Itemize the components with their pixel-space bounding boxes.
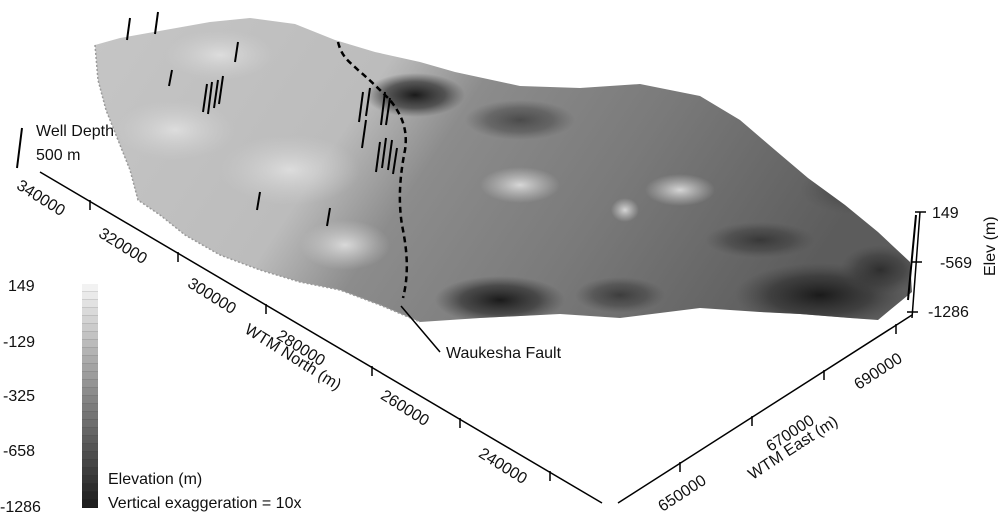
colorbar-tick-label: 149 (8, 279, 35, 295)
elevation-colorbar (82, 284, 98, 508)
well (155, 12, 158, 34)
colorbar-step (82, 476, 98, 484)
colorbar-step (82, 332, 98, 340)
colorbar-step (82, 452, 98, 460)
elev-tick-label: -1286 (928, 305, 969, 321)
well-depth-scale-bar (17, 128, 22, 168)
colorbar-tick-label: -1286 (0, 500, 41, 516)
colorbar-tick-label: -325 (3, 389, 35, 405)
colorbar-step (82, 340, 98, 348)
vertical-exaggeration-note: Vertical exaggeration = 10x (108, 496, 301, 512)
well-depth-label: Well Depth (36, 124, 114, 140)
colorbar-step (82, 380, 98, 388)
colorbar-step (82, 500, 98, 508)
colorbar-step (82, 492, 98, 500)
colorbar-step (82, 428, 98, 436)
colorbar-step (82, 284, 98, 292)
colorbar-title: Elevation (m) (108, 472, 202, 488)
elev-axis-title: Elev (m) (983, 216, 998, 276)
colorbar-step (82, 436, 98, 444)
colorbar-step (82, 468, 98, 476)
colorbar-step (82, 460, 98, 468)
colorbar-step (82, 420, 98, 428)
elev-tick-label: -569 (940, 256, 972, 272)
colorbar-step (82, 404, 98, 412)
colorbar-step (82, 444, 98, 452)
well-depth-value: 500 m (36, 148, 80, 164)
colorbar-tick-label: -129 (3, 335, 35, 351)
colorbar-step (82, 324, 98, 332)
colorbar-step (82, 356, 98, 364)
colorbar-step (82, 300, 98, 308)
colorbar-step (82, 484, 98, 492)
elevation-surface (80, 10, 930, 330)
colorbar-step (82, 364, 98, 372)
elev-axis-line (912, 212, 920, 318)
colorbar-step (82, 412, 98, 420)
colorbar-tick-label: -658 (3, 444, 35, 460)
colorbar-step (82, 396, 98, 404)
colorbar-step (82, 372, 98, 380)
fault-label: Waukesha Fault (446, 346, 561, 362)
colorbar-step (82, 292, 98, 300)
colorbar-step (82, 388, 98, 396)
elev-tick-label: 149 (932, 206, 959, 222)
colorbar-step (82, 316, 98, 324)
colorbar-step (82, 348, 98, 356)
colorbar-step (82, 308, 98, 316)
